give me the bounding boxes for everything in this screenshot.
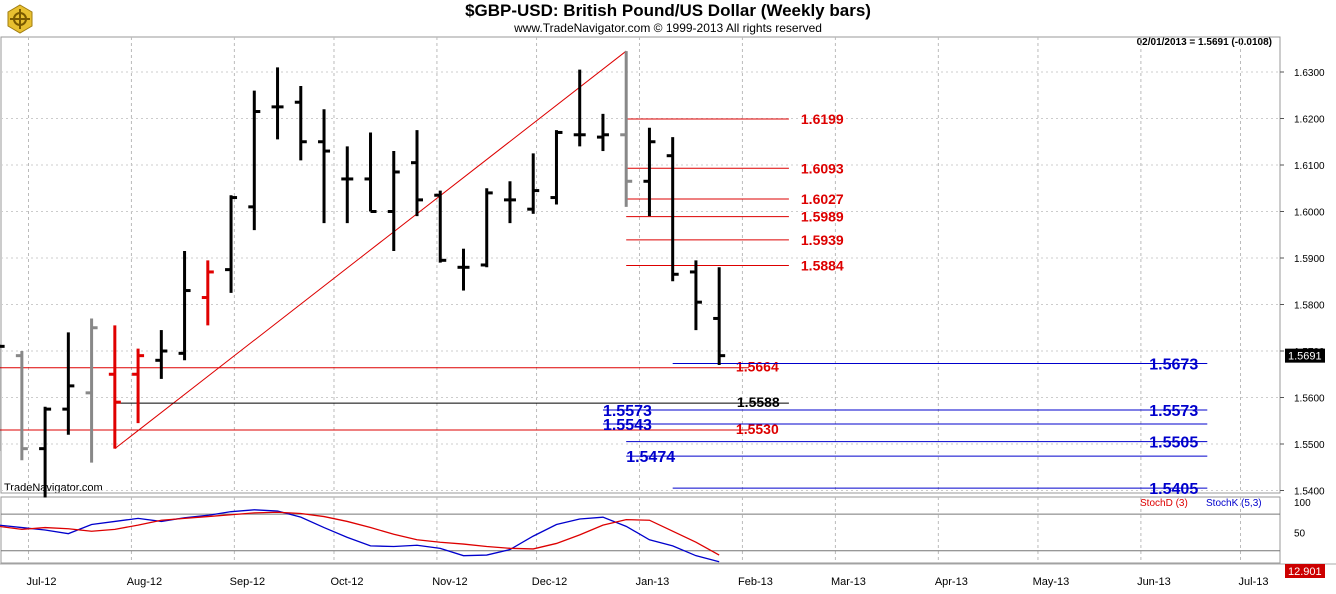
stoch-y-tick-label: 100 bbox=[1294, 498, 1311, 509]
x-tick-label: Sep-12 bbox=[230, 576, 265, 588]
stochk-legend: StochK (5,3) bbox=[1206, 498, 1262, 509]
stoch-badge-bg bbox=[1285, 564, 1325, 578]
tradenavigator-logo-icon bbox=[6, 4, 34, 34]
stoch-badge-text: 12.901 bbox=[1288, 566, 1322, 578]
x-tick-label: Jun-13 bbox=[1137, 576, 1171, 588]
stochk-line bbox=[0, 509, 720, 563]
y-tick-label: 1.6300 bbox=[1294, 68, 1325, 79]
price-badge-text: 1.5691 bbox=[1288, 351, 1322, 363]
y-tick-label: 1.5600 bbox=[1294, 394, 1325, 405]
stoch-y-tick-label: 50 bbox=[1294, 528, 1306, 539]
trend-line bbox=[114, 50, 627, 450]
y-tick-label: 1.5500 bbox=[1294, 440, 1325, 451]
level-label: 1.5673 bbox=[1149, 357, 1198, 374]
level-label-left: 1.5474 bbox=[626, 449, 675, 466]
price-badge-bg bbox=[1285, 348, 1325, 363]
x-tick-label: Nov-12 bbox=[432, 576, 467, 588]
level-label: 1.5505 bbox=[1149, 435, 1198, 452]
y-tick-label: 1.6000 bbox=[1294, 208, 1325, 219]
x-tick-label: Mar-13 bbox=[831, 576, 866, 588]
level-label-left: 1.5543 bbox=[603, 417, 652, 434]
level-label: 1.5664 bbox=[736, 359, 779, 375]
chart-title: $GBP-USD: British Pound/US Dollar (Weekl… bbox=[465, 1, 871, 20]
y-tick-label: 1.6200 bbox=[1294, 115, 1325, 126]
level-label: 1.5405 bbox=[1149, 481, 1198, 498]
x-tick-label: Apr-13 bbox=[935, 576, 968, 588]
level-label: 1.5573 bbox=[1149, 403, 1198, 420]
level-label: 1.6199 bbox=[801, 111, 844, 127]
stochd-legend: StochD (3) bbox=[1140, 498, 1188, 509]
copyright-text: www.TradeNavigator.com © 1999-2013 All r… bbox=[514, 21, 822, 35]
level-label: 1.5884 bbox=[801, 257, 844, 273]
x-tick-label: Dec-12 bbox=[532, 576, 567, 588]
price-panel-frame bbox=[0, 36, 1281, 494]
x-tick-label: Jul-12 bbox=[27, 576, 57, 588]
x-tick-label: Aug-12 bbox=[127, 576, 162, 588]
level-label: 1.6093 bbox=[801, 160, 844, 176]
y-tick-label: 1.5400 bbox=[1294, 487, 1325, 498]
level-label: 1.5989 bbox=[801, 209, 844, 225]
y-tick-label: 1.6100 bbox=[1294, 161, 1325, 172]
y-tick-label: 1.5800 bbox=[1294, 301, 1325, 312]
x-tick-label: Oct-12 bbox=[330, 576, 363, 588]
x-tick-label: Jan-13 bbox=[636, 576, 670, 588]
level-label-left: 1.5573 bbox=[603, 403, 652, 420]
stochastic-panel-frame bbox=[0, 496, 1281, 564]
last-bar-info: 02/01/2013 = 1.5691 (-0.0108) bbox=[1136, 37, 1272, 48]
x-tick-label: Jul-13 bbox=[1239, 576, 1269, 588]
level-label: 1.5530 bbox=[736, 421, 779, 437]
level-label: 1.5939 bbox=[801, 232, 844, 248]
stochd-line bbox=[0, 511, 720, 556]
x-tick-label: May-13 bbox=[1033, 576, 1070, 588]
x-tick-label: Feb-13 bbox=[738, 576, 773, 588]
y-tick-label: 1.5900 bbox=[1294, 254, 1325, 265]
level-label: 1.5588 bbox=[737, 394, 780, 410]
level-label: 1.6027 bbox=[801, 191, 844, 207]
